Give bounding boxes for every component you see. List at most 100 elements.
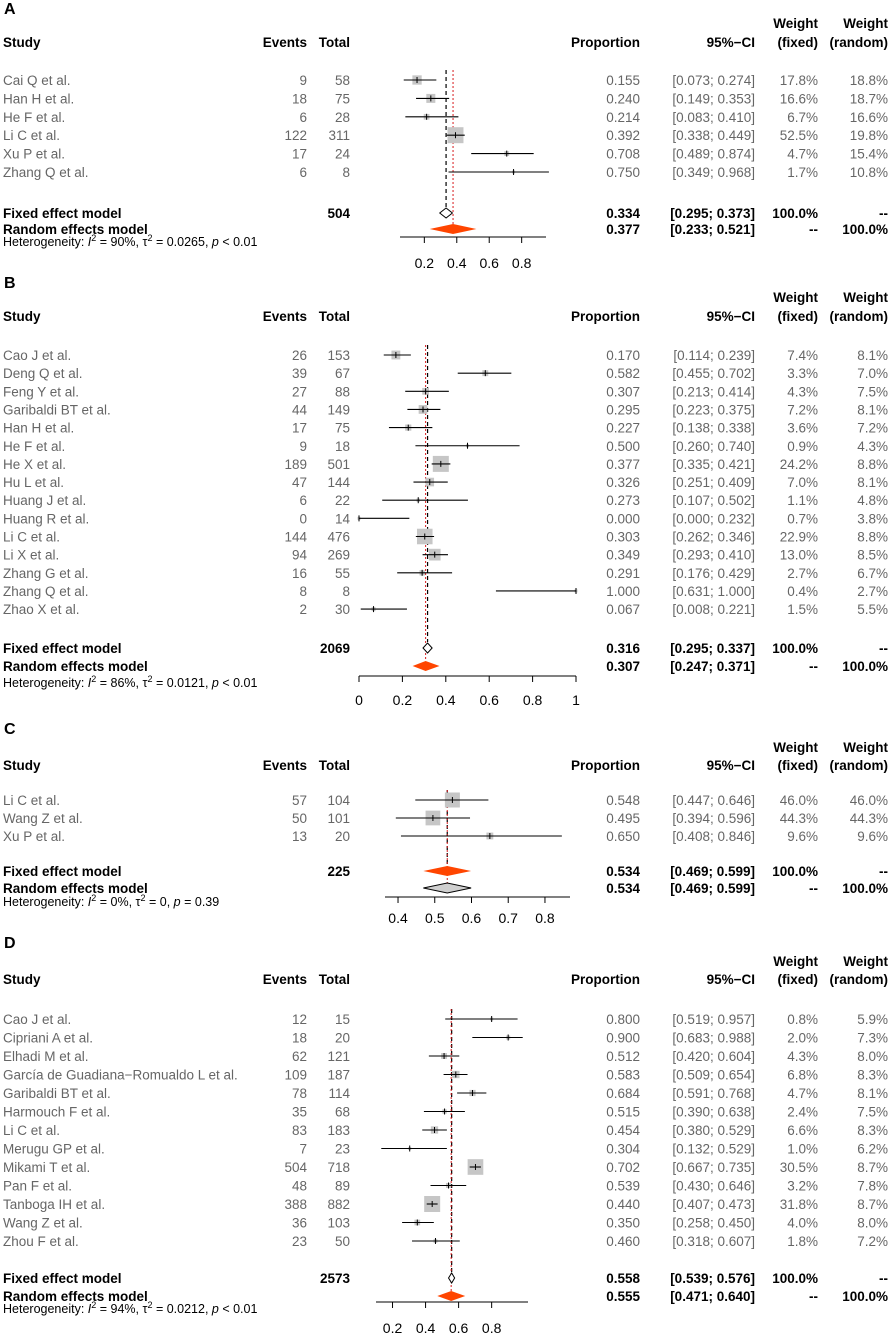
header-weight-random: Weight (843, 290, 888, 305)
study-total: 114 (328, 1086, 350, 1101)
study-name: He X et al. (3, 457, 66, 472)
study-weight-fixed: 30.5% (780, 1160, 818, 1175)
study-weight-random: 5.9% (857, 1012, 888, 1027)
forest-plot-panel-d: D Weight Weight Study Events Total Proportion 9… (0, 934, 892, 1339)
study-weight-random: 3.8% (857, 511, 888, 526)
study-name: Zhou F et al. (3, 1234, 79, 1249)
study-weight-fixed: 1.1% (787, 493, 818, 508)
study-events: 47 (292, 475, 307, 490)
study-total: 88 (335, 384, 350, 399)
study-name: Xu P et al. (3, 147, 65, 162)
study-name: Li X et al. (3, 548, 59, 563)
header-weight-fixed: Weight (773, 954, 818, 969)
study-events: 388 (284, 1197, 307, 1212)
fixed-effect-diamond (423, 866, 472, 876)
study-weight-fixed: 52.5% (780, 128, 818, 143)
study-events: 109 (284, 1068, 307, 1083)
study-total: 55 (335, 566, 350, 581)
study-ci: [0.000; 0.232] (672, 511, 755, 526)
study-name: Li C et al. (3, 530, 60, 545)
study-weight-random: 7.0% (857, 366, 888, 381)
study-weight-random: 6.2% (857, 1142, 888, 1157)
study-ci: [0.213; 0.414] (672, 384, 755, 399)
study-proportion: 0.708 (606, 147, 640, 162)
random-effect-weight-random: 100.0% (842, 881, 888, 896)
random-effect-proportion: 0.307 (606, 659, 640, 674)
study-ci: [0.073; 0.274] (672, 73, 755, 88)
header-events: Events (263, 309, 307, 324)
study-proportion: 0.214 (606, 110, 640, 125)
study-weight-fixed: 0.9% (787, 439, 818, 454)
study-total: 718 (327, 1160, 350, 1175)
fixed-effect-ci: [0.295; 0.337] (670, 641, 755, 656)
study-total: 50 (335, 1234, 350, 1249)
header-random: (random) (830, 972, 889, 987)
fixed-effect-ci: [0.295; 0.373] (670, 206, 755, 221)
study-events: 0 (299, 511, 307, 526)
study-name: García de Guadiana−Romualdo L et al. (3, 1068, 238, 1083)
header-random: (random) (830, 309, 889, 324)
forest-plot-a-svg: A Weight Weight Study Events Total Proportion 9… (3, 1, 888, 271)
fixed-effect-total: 504 (327, 206, 350, 221)
header-fixed: (fixed) (778, 972, 819, 987)
study-ci: [0.394; 0.596] (672, 811, 755, 826)
study-weight-fixed: 3.6% (787, 421, 818, 436)
study-weight-fixed: 6.8% (787, 1068, 818, 1083)
study-events: 17 (292, 147, 307, 162)
header-weight-fixed: Weight (773, 290, 818, 305)
study-events: 44 (292, 402, 308, 417)
header-events: Events (263, 758, 307, 773)
study-name: Cipriani A et al. (3, 1031, 93, 1046)
study-weight-fixed: 1.5% (787, 602, 818, 617)
study-total: 23 (335, 1142, 350, 1157)
x-axis-tick-label: 0.8 (482, 1320, 502, 1336)
study-events: 9 (299, 73, 307, 88)
study-proportion: 0.460 (606, 1234, 640, 1249)
study-ci: [0.176; 0.429] (672, 566, 755, 581)
header-weight-random: Weight (843, 954, 888, 969)
study-ci: [0.509; 0.654] (672, 1068, 755, 1083)
header-ci: 95%−CI (707, 972, 755, 987)
study-events: 122 (284, 128, 307, 143)
study-weight-random: 8.1% (857, 475, 888, 490)
fixed-effect-diamond (438, 207, 454, 219)
forest-plot-panel-b: B Weight Weight Study Events Total Proportion 9… (0, 274, 892, 714)
study-proportion: 0.304 (606, 1142, 640, 1157)
forest-plot-d-svg: D Weight Weight Study Events Total Proportion 9… (3, 935, 889, 1336)
random-effect-diamond (423, 882, 472, 894)
study-weight-random: 44.3% (850, 811, 888, 826)
header-total: Total (319, 35, 350, 50)
header-events: Events (263, 35, 307, 50)
study-name: Pan F et al. (3, 1179, 72, 1194)
study-proportion: 0.240 (606, 91, 640, 106)
study-name: Elhadi M et al. (3, 1049, 89, 1064)
study-weight-random: 8.7% (857, 1160, 888, 1175)
study-weight-fixed: 2.4% (787, 1105, 818, 1120)
x-axis-tick-label: 0.6 (479, 692, 499, 708)
study-ci: [0.631; 1.000] (672, 584, 755, 599)
study-events: 7 (299, 1142, 307, 1157)
x-axis-tick-label: 0.4 (447, 255, 467, 271)
study-weight-fixed: 0.4% (787, 584, 818, 599)
x-axis-tick-label: 0.4 (416, 1320, 436, 1336)
study-weight-fixed: 7.2% (787, 402, 818, 417)
study-weight-fixed: 1.8% (787, 1234, 818, 1249)
study-name: Xu P et al. (3, 829, 65, 844)
study-weight-fixed: 1.7% (787, 165, 818, 180)
study-weight-fixed: 0.7% (787, 511, 818, 526)
study-weight-fixed: 7.4% (787, 348, 818, 363)
study-ci: [0.260; 0.740] (672, 439, 755, 454)
study-events: 144 (284, 530, 307, 545)
study-proportion: 0.495 (606, 811, 640, 826)
fixed-effect-label: Fixed effect model (3, 206, 122, 221)
study-weight-fixed: 6.6% (787, 1123, 818, 1138)
header-fixed: (fixed) (778, 758, 819, 773)
panel-letter: B (4, 275, 16, 292)
random-effect-ci: [0.471; 0.640] (670, 1289, 755, 1304)
random-effect-weight-fixed: -- (809, 222, 818, 237)
study-weight-random: 8.3% (857, 1123, 888, 1138)
random-effect-proportion: 0.377 (606, 222, 640, 237)
fixed-effect-weight-random: -- (879, 864, 888, 879)
study-events: 35 (292, 1105, 307, 1120)
header-weight-random: Weight (843, 16, 888, 31)
